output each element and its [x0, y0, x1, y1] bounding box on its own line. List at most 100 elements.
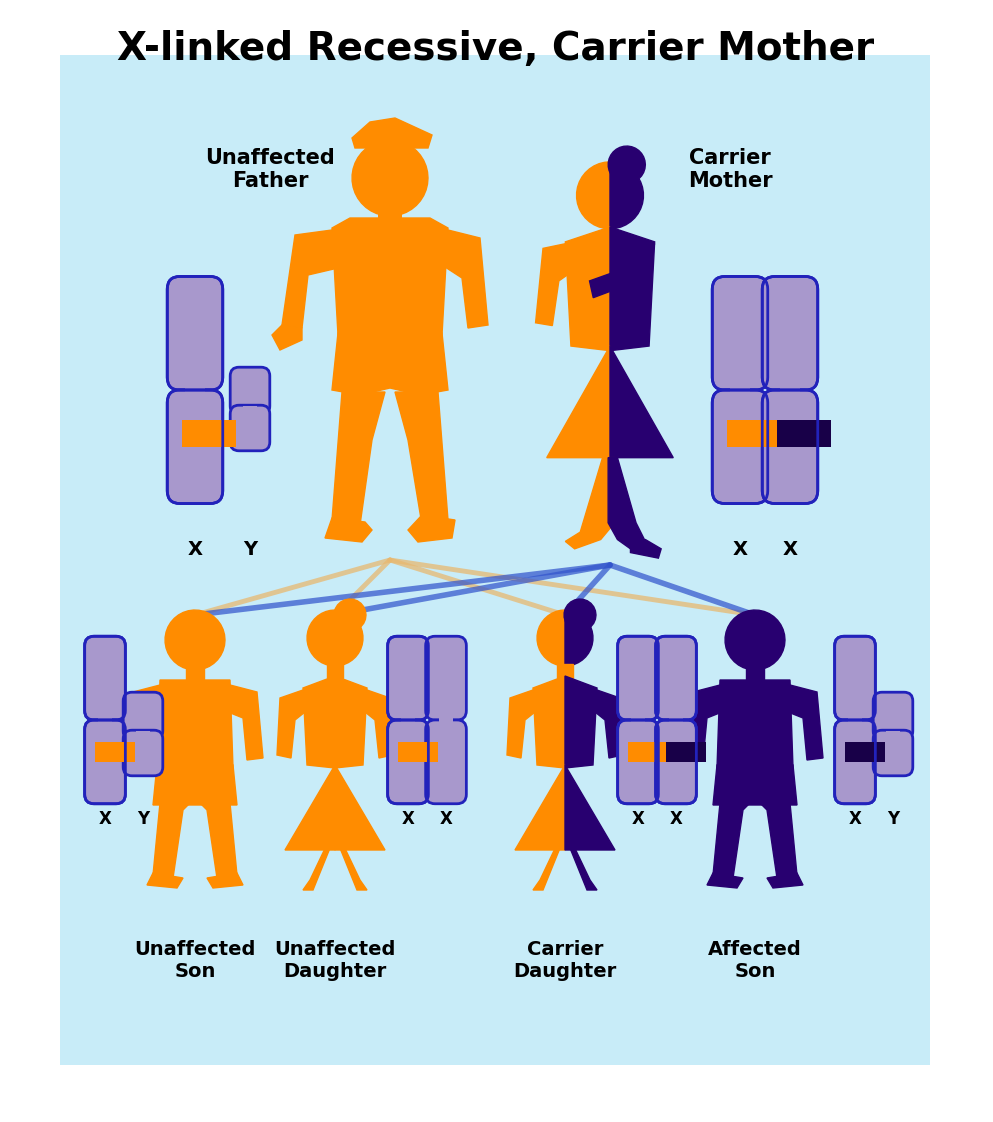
Polygon shape — [767, 873, 803, 888]
Text: X: X — [98, 810, 111, 828]
Polygon shape — [153, 765, 237, 804]
Polygon shape — [760, 803, 797, 879]
Text: X: X — [632, 810, 644, 828]
FancyBboxPatch shape — [712, 389, 768, 504]
Polygon shape — [223, 686, 263, 760]
Polygon shape — [335, 765, 385, 850]
Polygon shape — [608, 458, 645, 549]
Polygon shape — [360, 690, 393, 758]
Polygon shape — [408, 515, 455, 542]
FancyBboxPatch shape — [873, 730, 913, 775]
Polygon shape — [590, 690, 623, 758]
Polygon shape — [335, 675, 367, 767]
Text: X: X — [401, 810, 414, 828]
Polygon shape — [352, 118, 432, 148]
Polygon shape — [303, 838, 330, 890]
Bar — [136, 732, 150, 739]
Polygon shape — [332, 218, 448, 335]
Polygon shape — [515, 765, 565, 850]
FancyBboxPatch shape — [84, 720, 125, 803]
Polygon shape — [533, 838, 560, 890]
Polygon shape — [332, 333, 448, 395]
FancyBboxPatch shape — [426, 636, 467, 720]
Polygon shape — [631, 540, 661, 558]
Polygon shape — [442, 230, 488, 328]
Bar — [669, 710, 683, 729]
FancyBboxPatch shape — [230, 367, 270, 415]
Text: Y: Y — [887, 810, 899, 828]
Polygon shape — [547, 346, 610, 458]
Bar — [401, 710, 415, 729]
Bar — [398, 743, 438, 762]
Bar — [60, 55, 930, 1065]
Bar — [780, 377, 799, 403]
Text: Y: Y — [137, 810, 149, 828]
FancyBboxPatch shape — [873, 692, 913, 739]
Polygon shape — [165, 610, 225, 670]
FancyBboxPatch shape — [712, 276, 768, 390]
FancyBboxPatch shape — [387, 720, 428, 803]
FancyBboxPatch shape — [387, 636, 428, 720]
Polygon shape — [200, 803, 237, 879]
Text: X-linked Recessive, Carrier Mother: X-linked Recessive, Carrier Mother — [117, 30, 875, 68]
Polygon shape — [687, 686, 727, 760]
Polygon shape — [272, 325, 302, 350]
Polygon shape — [285, 765, 335, 850]
Text: Carrier
Mother: Carrier Mother — [688, 148, 773, 191]
FancyBboxPatch shape — [835, 720, 876, 803]
Polygon shape — [565, 458, 615, 549]
Polygon shape — [303, 675, 335, 767]
FancyBboxPatch shape — [763, 389, 818, 504]
Text: X: X — [669, 810, 682, 828]
Polygon shape — [353, 140, 428, 215]
Polygon shape — [332, 392, 385, 525]
Polygon shape — [570, 838, 597, 890]
Polygon shape — [564, 599, 596, 631]
Text: X: X — [440, 810, 453, 828]
Text: X: X — [733, 540, 748, 559]
FancyBboxPatch shape — [763, 276, 818, 390]
FancyBboxPatch shape — [167, 389, 222, 504]
Polygon shape — [565, 675, 597, 767]
Text: Unaffected
Son: Unaffected Son — [134, 940, 255, 981]
FancyBboxPatch shape — [655, 720, 696, 803]
Polygon shape — [537, 610, 565, 666]
Text: Affected
Son: Affected Son — [708, 940, 802, 981]
Polygon shape — [507, 690, 540, 758]
Bar — [98, 710, 112, 729]
Bar — [629, 743, 667, 762]
Bar — [378, 210, 402, 230]
Polygon shape — [207, 873, 243, 888]
Polygon shape — [127, 686, 167, 760]
FancyBboxPatch shape — [167, 276, 222, 390]
Polygon shape — [713, 803, 750, 879]
Text: X: X — [849, 810, 862, 828]
Polygon shape — [707, 873, 743, 888]
Bar — [631, 710, 645, 729]
Polygon shape — [590, 242, 654, 297]
Bar — [186, 377, 205, 403]
Text: X: X — [782, 540, 797, 559]
FancyBboxPatch shape — [618, 720, 658, 803]
Polygon shape — [557, 664, 573, 678]
Bar — [243, 406, 256, 414]
Text: X: X — [188, 540, 203, 559]
Polygon shape — [147, 873, 183, 888]
Text: Unaffected
Father: Unaffected Father — [206, 148, 335, 191]
Bar — [666, 743, 706, 762]
FancyBboxPatch shape — [230, 405, 270, 451]
Polygon shape — [186, 668, 204, 682]
Bar — [845, 743, 885, 762]
Polygon shape — [327, 664, 343, 678]
Polygon shape — [335, 599, 366, 631]
FancyBboxPatch shape — [426, 720, 467, 803]
Polygon shape — [610, 346, 673, 458]
Bar — [777, 421, 830, 447]
Polygon shape — [153, 803, 190, 879]
FancyBboxPatch shape — [618, 636, 658, 720]
FancyBboxPatch shape — [123, 730, 163, 775]
Polygon shape — [395, 392, 448, 525]
Text: Unaffected
Daughter: Unaffected Daughter — [274, 940, 395, 981]
Polygon shape — [610, 227, 654, 351]
Polygon shape — [783, 686, 823, 760]
